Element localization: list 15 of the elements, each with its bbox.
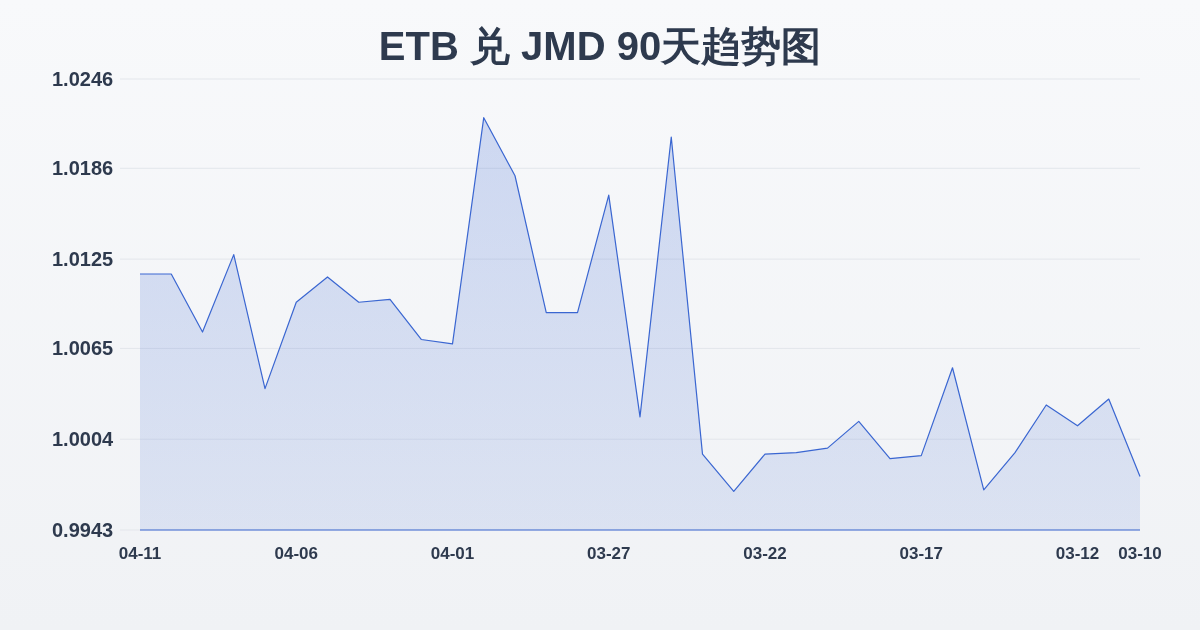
chart-title: ETB 兑 JMD 90天趋势图 bbox=[378, 24, 822, 68]
y-tick-label: 1.0004 bbox=[52, 428, 115, 451]
x-tick-label: 04-01 bbox=[430, 544, 475, 563]
x-tick-label: 03-10 bbox=[1118, 544, 1162, 563]
y-tick-label: 0.9943 bbox=[52, 519, 114, 541]
x-tick-label: 04-06 bbox=[274, 544, 318, 563]
y-tick-label: 1.0186 bbox=[52, 157, 114, 180]
x-tick-label: 03-27 bbox=[587, 544, 631, 563]
x-tick-label: 03-12 bbox=[1055, 544, 1100, 563]
x-tick-label: 03-22 bbox=[743, 544, 787, 563]
x-tick-label: 03-17 bbox=[899, 544, 943, 563]
x-tick-label: 04-11 bbox=[118, 544, 162, 563]
y-tick-label: 1.0065 bbox=[52, 337, 114, 360]
y-tick-label: 1.0125 bbox=[52, 248, 114, 271]
y-tick-label: 1.0246 bbox=[52, 68, 114, 90]
